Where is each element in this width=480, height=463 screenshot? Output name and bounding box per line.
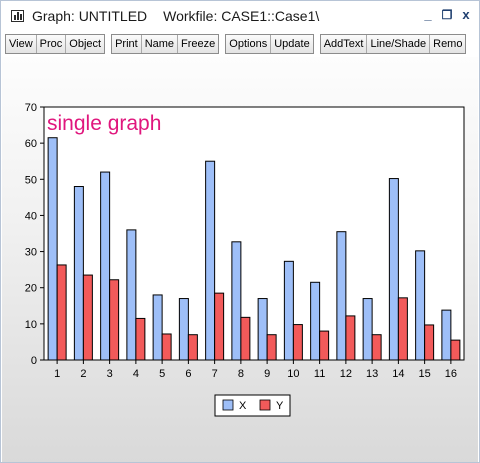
- y-tick-label-50: 50: [25, 174, 37, 186]
- bar-y-6: [187, 334, 198, 361]
- legend-swatch-x: [222, 399, 234, 411]
- y-tick-label-0: 0: [31, 355, 37, 367]
- proc-button[interactable]: Proc: [36, 35, 67, 53]
- remove-button[interactable]: Remo: [430, 35, 466, 53]
- legend-label-x: X: [239, 400, 247, 412]
- minimize-button[interactable]: _: [424, 7, 432, 22]
- y-tick-label-40: 40: [25, 210, 37, 222]
- bar-y-10: [292, 324, 303, 361]
- y-tick-label-60: 60: [25, 138, 37, 150]
- bar-y-8: [240, 316, 251, 361]
- line-shade-button[interactable]: Line/Shade: [367, 35, 431, 53]
- freeze-button[interactable]: Freeze: [178, 35, 219, 53]
- x-tick-label-2: 2: [80, 368, 86, 380]
- bar-x-13: [362, 298, 373, 361]
- x-tick-label-15: 15: [419, 368, 431, 380]
- restore-button[interactable]: ❐: [441, 8, 453, 22]
- bar-x-14: [388, 178, 399, 361]
- print-button[interactable]: Print: [112, 35, 142, 53]
- legend-label-y: Y: [276, 400, 284, 412]
- x-tick-label-5: 5: [159, 368, 165, 380]
- x-tick-label-4: 4: [133, 368, 139, 380]
- graph-toolbar: View Proc Object Print Name Freeze Optio…: [5, 33, 479, 55]
- bar-x-1: [47, 137, 58, 361]
- title-bar[interactable]: Graph: UNTITLED Workfile: CASE1::Case1\ _…: [1, 1, 479, 31]
- graph-title-text: Graph: UNTITLED: [32, 8, 148, 24]
- x-tick-label-16: 16: [445, 368, 457, 380]
- workfile-title-text: Workfile: CASE1::Case1\: [163, 8, 320, 24]
- bar-y-1: [56, 264, 67, 361]
- bar-y-15: [424, 324, 435, 361]
- object-button[interactable]: Object: [66, 35, 105, 53]
- options-button[interactable]: Options: [226, 35, 272, 53]
- bar-y-11: [319, 330, 330, 361]
- y-tick-label-10: 10: [25, 319, 37, 331]
- bar-x-5: [152, 294, 163, 361]
- x-tick-label-14: 14: [392, 368, 404, 380]
- bar-x-10: [283, 260, 294, 361]
- bar-x-12: [336, 231, 347, 361]
- bar-x-15: [415, 250, 426, 361]
- bar-x-7: [205, 160, 216, 361]
- close-button[interactable]: x: [462, 7, 470, 22]
- x-tick-label-1: 1: [54, 368, 60, 380]
- x-tick-label-12: 12: [340, 368, 352, 380]
- x-tick-label-3: 3: [107, 368, 113, 380]
- view-button[interactable]: View: [6, 35, 37, 53]
- y-tick-label-70: 70: [25, 102, 37, 114]
- bar-y-7: [214, 292, 225, 361]
- addtext-button[interactable]: AddText: [320, 35, 368, 53]
- update-button[interactable]: Update: [271, 35, 313, 53]
- x-tick-label-10: 10: [287, 368, 299, 380]
- y-tick-label-20: 20: [25, 283, 37, 295]
- bar-y-5: [161, 333, 172, 361]
- toolbar-group-print: Print Name Freeze: [111, 34, 220, 54]
- graph-app-icon: [11, 10, 24, 22]
- bar-y-12: [345, 315, 356, 361]
- x-tick-label-8: 8: [238, 368, 244, 380]
- x-tick-label-9: 9: [264, 368, 270, 380]
- legend-swatch-y: [259, 399, 271, 411]
- bar-x-3: [100, 171, 111, 361]
- bar-y-9: [266, 334, 277, 361]
- y-tick-label-30: 30: [25, 247, 37, 259]
- bar-y-2: [82, 274, 93, 361]
- toolbar-group-addtext: AddText Line/Shade Remo: [319, 34, 467, 54]
- x-tick-label-13: 13: [366, 368, 378, 380]
- x-tick-label-6: 6: [185, 368, 191, 380]
- bar-group: [47, 137, 461, 361]
- name-button[interactable]: Name: [141, 35, 179, 53]
- graph-area[interactable]: 1 2 3 4 5 6 7 8 9 10 11 12 13 14 15 16 0 10 20 30 40 50 60 70 s…: [2, 57, 478, 463]
- bar-y-16: [450, 339, 461, 361]
- legend[interactable]: X Y: [214, 394, 291, 417]
- bar-x-4: [126, 229, 137, 361]
- bar-y-3: [109, 279, 120, 361]
- bar-y-4: [135, 317, 146, 361]
- window-title: Graph: UNTITLED Workfile: CASE1::Case1\: [32, 8, 319, 24]
- bar-x-9: [257, 298, 268, 361]
- bar-x-6: [178, 298, 189, 361]
- toolbar-group-view: View Proc Object: [5, 34, 106, 54]
- bar-y-14: [397, 297, 408, 361]
- legend-box: [214, 394, 291, 417]
- x-tick-label-7: 7: [212, 368, 218, 380]
- chart-title: single graph: [47, 112, 161, 135]
- bar-y-13: [371, 334, 382, 361]
- bar-x-2: [73, 186, 84, 361]
- toolbar-group-options: Options Update: [225, 34, 314, 54]
- x-tick-label-11: 11: [314, 368, 325, 380]
- bar-x-16: [441, 309, 452, 361]
- bar-x-11: [310, 281, 321, 361]
- bar-x-8: [231, 241, 242, 361]
